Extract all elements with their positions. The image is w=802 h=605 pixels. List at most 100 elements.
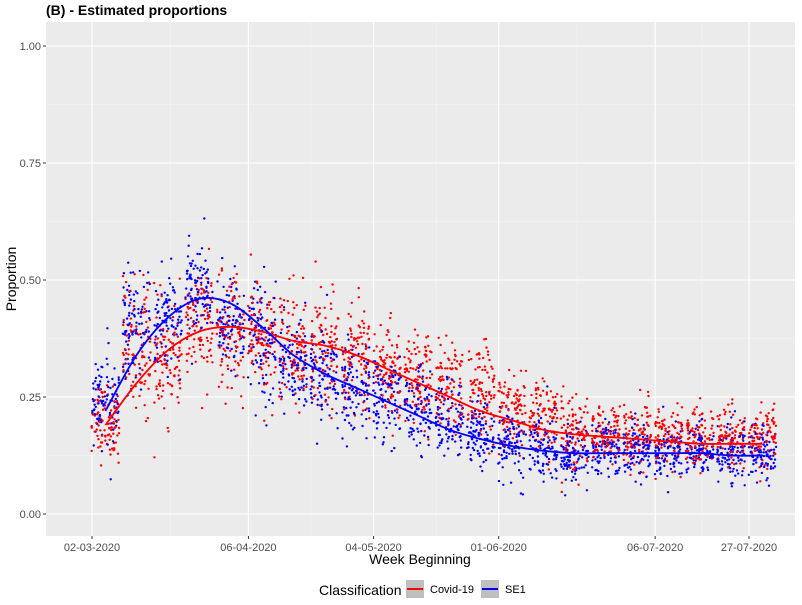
point-covid xyxy=(141,350,144,353)
point-se1 xyxy=(304,398,307,401)
point-covid xyxy=(282,362,285,365)
point-se1 xyxy=(482,406,486,409)
point-se1 xyxy=(456,453,460,457)
point-se1 xyxy=(266,356,270,360)
point-covid xyxy=(218,346,221,349)
point-se1 xyxy=(372,411,375,414)
point-covid xyxy=(403,356,406,359)
point-se1 xyxy=(545,455,549,459)
point-covid xyxy=(467,358,471,362)
point-covid xyxy=(689,446,692,449)
point-se1 xyxy=(737,472,740,475)
point-covid xyxy=(304,304,307,307)
point-se1 xyxy=(280,395,283,398)
point-covid xyxy=(254,336,258,339)
point-covid xyxy=(228,305,231,309)
point-covid xyxy=(593,449,596,452)
smooth-line-covid xyxy=(104,325,763,445)
point-se1 xyxy=(615,443,618,446)
point-covid xyxy=(724,434,727,438)
point-se1 xyxy=(316,398,319,401)
point-se1 xyxy=(225,293,228,297)
point-se1 xyxy=(544,454,547,457)
point-se1 xyxy=(639,483,643,486)
point-se1 xyxy=(481,469,484,473)
point-covid xyxy=(305,385,308,389)
point-se1 xyxy=(536,455,540,458)
point-covid xyxy=(357,286,360,290)
point-se1 xyxy=(711,456,714,459)
point-se1 xyxy=(706,466,709,469)
point-se1 xyxy=(157,298,160,301)
point-se1 xyxy=(221,256,224,260)
point-se1 xyxy=(459,425,462,428)
point-covid xyxy=(365,407,368,410)
point-covid xyxy=(194,310,198,313)
point-covid xyxy=(134,374,138,377)
point-covid xyxy=(220,357,224,361)
point-covid xyxy=(168,369,171,372)
point-se1 xyxy=(502,449,506,452)
point-se1 xyxy=(328,368,331,371)
point-covid xyxy=(226,367,230,371)
point-covid xyxy=(547,435,550,439)
point-covid xyxy=(317,314,320,317)
point-covid xyxy=(580,416,583,419)
point-covid xyxy=(349,329,353,332)
point-covid xyxy=(360,373,363,376)
point-covid xyxy=(723,425,726,428)
point-covid xyxy=(236,345,239,349)
point-se1 xyxy=(600,445,603,448)
point-se1 xyxy=(189,295,192,298)
point-covid xyxy=(109,453,112,456)
point-se1 xyxy=(629,468,632,471)
point-covid xyxy=(454,366,457,370)
point-covid xyxy=(677,421,680,424)
point-covid xyxy=(585,457,589,460)
point-se1 xyxy=(509,432,512,436)
point-covid xyxy=(706,454,709,457)
point-covid xyxy=(693,436,696,439)
point-covid xyxy=(397,335,400,338)
point-se1 xyxy=(128,293,131,297)
point-se1 xyxy=(332,378,335,381)
point-covid xyxy=(146,416,149,420)
point-se1 xyxy=(200,266,203,269)
point-covid xyxy=(270,331,274,334)
point-se1 xyxy=(365,417,368,421)
point-se1 xyxy=(169,317,172,320)
point-covid xyxy=(585,397,589,400)
point-covid xyxy=(643,433,646,436)
point-se1 xyxy=(242,336,245,339)
point-covid xyxy=(166,364,169,367)
point-se1 xyxy=(232,315,235,318)
point-covid xyxy=(167,338,170,341)
point-se1 xyxy=(574,449,577,452)
point-se1 xyxy=(542,480,545,483)
point-covid xyxy=(329,335,332,339)
point-covid xyxy=(712,431,715,435)
point-se1 xyxy=(196,252,199,256)
legend-title: Classification xyxy=(319,582,401,598)
point-covid xyxy=(250,346,253,349)
point-se1 xyxy=(351,387,355,391)
point-covid xyxy=(343,369,346,372)
point-covid xyxy=(731,437,734,440)
point-se1 xyxy=(517,460,520,463)
point-se1 xyxy=(536,460,540,463)
point-se1 xyxy=(630,426,634,429)
point-covid xyxy=(499,386,502,389)
point-se1 xyxy=(373,436,376,439)
point-covid xyxy=(583,425,586,429)
point-se1 xyxy=(333,388,337,391)
point-covid xyxy=(357,324,360,327)
point-se1 xyxy=(678,437,681,440)
point-covid xyxy=(156,342,159,345)
point-se1 xyxy=(553,452,557,456)
point-se1 xyxy=(394,399,397,402)
point-se1 xyxy=(676,456,679,459)
point-covid xyxy=(516,423,520,426)
point-covid xyxy=(556,416,559,420)
point-se1 xyxy=(341,383,344,387)
point-se1 xyxy=(666,474,669,478)
